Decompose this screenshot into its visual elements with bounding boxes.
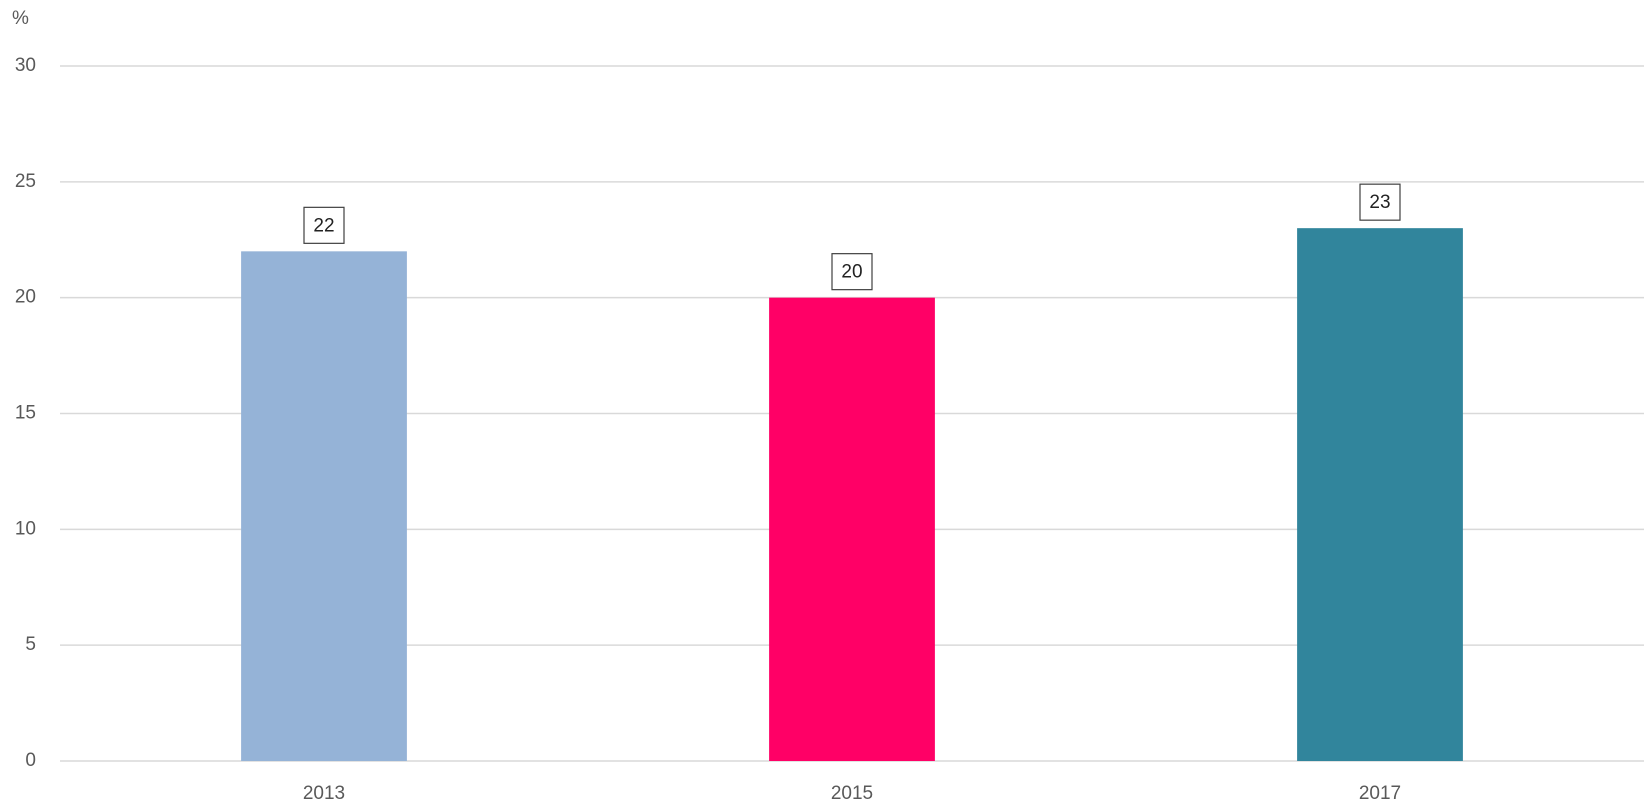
y-tick-label: 30 xyxy=(15,55,36,76)
x-tick-label: 2015 xyxy=(831,783,873,804)
bar xyxy=(1297,228,1463,761)
data-label: 22 xyxy=(313,215,334,236)
y-tick-label: 20 xyxy=(15,287,36,308)
y-tick-label: 10 xyxy=(15,518,36,539)
data-label: 20 xyxy=(841,262,862,283)
y-axis-label: % xyxy=(12,8,29,29)
bar xyxy=(769,297,935,761)
data-label-box xyxy=(303,206,345,244)
data-label-box xyxy=(1359,183,1401,221)
x-tick-label: 2017 xyxy=(1359,783,1401,804)
y-tick-label: 25 xyxy=(15,171,36,192)
data-label: 23 xyxy=(1369,192,1390,213)
y-tick-label: 15 xyxy=(15,403,36,424)
y-tick-label: 5 xyxy=(25,634,36,655)
data-label-box xyxy=(831,253,873,291)
x-tick-label: 2013 xyxy=(303,783,345,804)
y-tick-label: 0 xyxy=(25,750,36,771)
bar xyxy=(241,251,407,762)
